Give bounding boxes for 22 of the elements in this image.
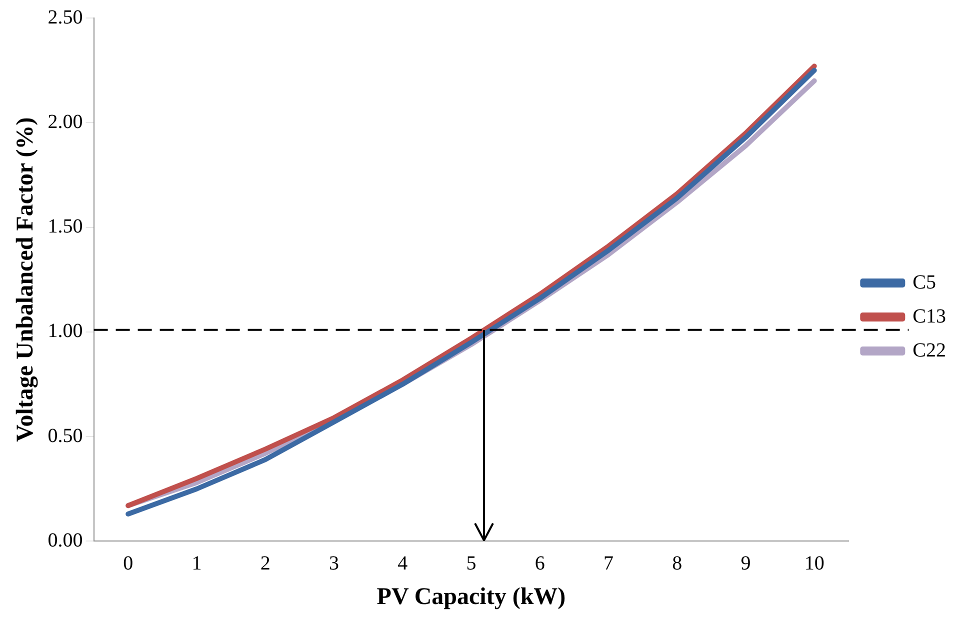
legend-label: C22	[912, 339, 946, 362]
y-tick-label: 1.00	[48, 320, 83, 342]
x-tick-label: 7	[603, 552, 614, 574]
y-axis-title: Voltage Unbalanced Factor (%)	[12, 117, 39, 442]
y-tick-label: 0.50	[48, 424, 83, 447]
x-tick-label: 9	[740, 552, 751, 574]
legend-label: C5	[912, 271, 936, 294]
x-tick-label: 0	[123, 552, 134, 574]
legend-label: C13	[912, 305, 946, 328]
y-tick-label: 2.50	[48, 6, 83, 28]
x-tick-label: 5	[466, 552, 476, 574]
y-tick-label: 0.00	[48, 529, 83, 552]
x-tick-label: 6	[534, 552, 545, 574]
x-tick-label: 8	[672, 552, 682, 574]
x-tick-label: 1	[192, 552, 202, 574]
x-tick-label: 3	[328, 552, 339, 574]
y-tick-label: 1.50	[48, 216, 83, 238]
x-axis-title: PV Capacity (kW)	[376, 584, 566, 610]
x-tick-label: 4	[398, 552, 408, 574]
y-tick-label: 2.00	[48, 110, 83, 133]
x-tick-label: 10	[804, 552, 824, 574]
x-tick-label: 2	[260, 552, 270, 574]
